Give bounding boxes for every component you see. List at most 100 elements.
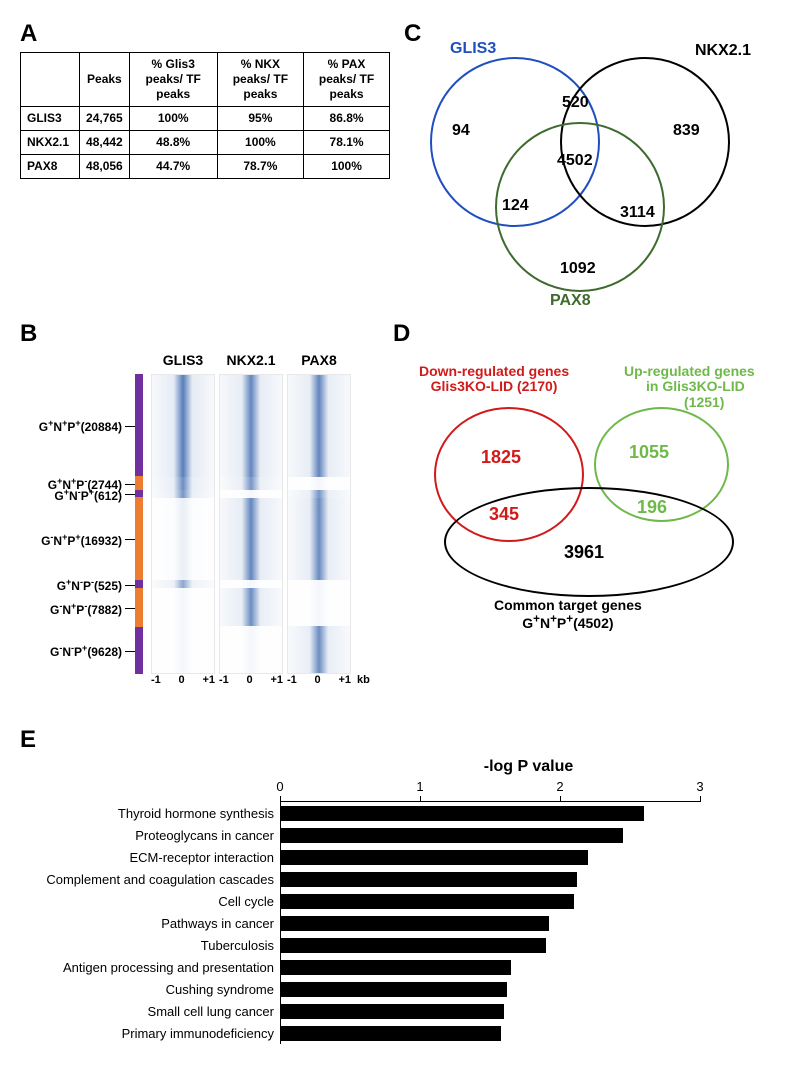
venn-num-g: 94 <box>452 122 470 140</box>
heat-cell <box>152 498 214 580</box>
panel-b-label: B <box>20 320 379 348</box>
cell-tf: GLIS3 <box>21 107 80 131</box>
cell-pp: 78.1% <box>304 131 390 155</box>
chart-e-bar <box>280 872 577 887</box>
x-unit: kb <box>357 674 377 686</box>
chart-e-bar-row <box>280 1000 700 1022</box>
chart-e-ylabel: Pathways in cancer <box>161 912 274 934</box>
venn-num-p: 1092 <box>560 260 596 278</box>
heat-cell <box>220 626 282 673</box>
heat-cell <box>152 375 214 477</box>
chart-e-bar <box>280 916 549 931</box>
chart-e-ylabel: Cushing syndrome <box>166 978 274 1000</box>
table-a: Peaks % Glis3 peaks/ TF peaks % NKX peak… <box>20 52 390 179</box>
heat-row-label: G-N-P+(9628) <box>20 643 135 659</box>
venn-label-glis3: GLIS3 <box>450 40 496 58</box>
chart-e-bar-row <box>280 802 700 824</box>
chart-e-bar-row <box>280 1022 700 1044</box>
sidebar-seg <box>135 497 143 580</box>
chart-e-ylabel: ECM-receptor interaction <box>130 846 275 868</box>
down-line2: Glis3KO-LID (2170) <box>431 378 558 394</box>
chart-e-bar-row <box>280 912 700 934</box>
row-b-d: B GLIS3 NKX2.1 PAX8 G+N+P+(20884)G+N+P-(… <box>20 320 777 686</box>
heat-col-h1: NKX2.1 <box>219 352 283 368</box>
heat-cell <box>220 588 282 626</box>
cell-pn: 100% <box>217 131 303 155</box>
panel-e: E -log P value 0123 Thyroid hormone synt… <box>20 726 777 1044</box>
table-a-h3: % NKX peaks/ TF peaks <box>217 53 303 107</box>
table-row: NKX2.1 48,442 48.8% 100% 78.1% <box>21 131 390 155</box>
chart-e-bar <box>280 828 623 843</box>
heatmap-columns <box>149 374 353 674</box>
sidebar-seg <box>135 580 143 588</box>
heat-cell <box>288 588 350 626</box>
panel-b: B GLIS3 NKX2.1 PAX8 G+N+P+(20884)G+N+P-(… <box>20 320 379 686</box>
xtick: 0 <box>315 674 321 686</box>
sidebar-seg <box>135 476 143 489</box>
heat-cell <box>288 626 350 673</box>
common-line1: Common target genes <box>494 597 642 613</box>
heat-row-label: G+N-P+(612) <box>20 487 135 503</box>
heat-cell <box>220 580 282 588</box>
vd-down-only: 1825 <box>481 447 521 468</box>
table-a-h0 <box>21 53 80 107</box>
table-row: PAX8 48,056 44.7% 78.7% 100% <box>21 155 390 179</box>
chart-e-bar <box>280 982 507 997</box>
table-a-h2: % Glis3 peaks/ TF peaks <box>129 53 217 107</box>
panel-d: D Down-regulated genes Glis3KO-LID (2170… <box>399 320 789 686</box>
cell-pn: 78.7% <box>217 155 303 179</box>
heat-row-label: G+N-P-(525) <box>20 577 135 593</box>
chart-e-ylabel: Complement and coagulation cascades <box>46 868 274 890</box>
cell-pn: 95% <box>217 107 303 131</box>
chart-e-ylabel: Small cell lung cancer <box>148 1000 274 1022</box>
chart-e-title: -log P value <box>280 758 777 776</box>
chart-e-bar <box>280 960 511 975</box>
heat-row-label: G-N+P-(7882) <box>20 601 135 617</box>
cell-pg: 100% <box>129 107 217 131</box>
table-a-h4: % PAX peaks/ TF peaks <box>304 53 390 107</box>
chart-e-bar-row <box>280 934 700 956</box>
heat-cell <box>152 588 214 626</box>
sidebar-seg <box>135 374 143 476</box>
heat-row-label: G+N+P+(20884) <box>20 418 135 434</box>
heat-cell <box>220 375 282 477</box>
chart-e-ylabel: Thyroid hormone synthesis <box>118 802 274 824</box>
heat-cell <box>288 477 350 490</box>
vd-down-common: 345 <box>489 504 519 525</box>
down-line1: Down-regulated genes <box>419 363 569 379</box>
venn-c: GLIS3 NKX2.1 PAX8 94 839 1092 520 124 31… <box>410 52 770 302</box>
chart-e-ylabel: Antigen processing and presentation <box>63 956 274 978</box>
chart-e-bar-row <box>280 868 700 890</box>
heatmap-row-labels: G+N+P+(20884)G+N+P-(2744)G+N-P+(612)G-N+… <box>20 374 135 674</box>
chart-e-bar-row <box>280 978 700 1000</box>
chart-e-bar <box>280 850 588 865</box>
chart-e-ylabel: Cell cycle <box>218 890 274 912</box>
sidebar-seg <box>135 588 143 627</box>
heat-col-h0: GLIS3 <box>151 352 215 368</box>
up-line2: in Glis3KO-LID <box>624 378 745 394</box>
heat-column <box>151 374 215 674</box>
chart-e-bar <box>280 1004 504 1019</box>
chart-e-bar-row <box>280 824 700 846</box>
panel-e-label: E <box>20 726 777 754</box>
up-line1: Up-regulated genes <box>624 363 755 379</box>
venn-num-all: 4502 <box>557 152 593 170</box>
heat-row-label: G-N+P+(16932) <box>20 532 135 548</box>
table-a-h1: Peaks <box>80 53 130 107</box>
vd-common-only: 3961 <box>564 542 604 563</box>
venn-label-nkx: NKX2.1 <box>695 42 751 60</box>
venn-num-gn: 520 <box>562 94 589 112</box>
heat-column <box>287 374 351 674</box>
cell-tf: PAX8 <box>21 155 80 179</box>
venn-label-pax: PAX8 <box>550 292 591 310</box>
venn-d-down-label: Down-regulated genes Glis3KO-LID (2170) <box>419 364 569 395</box>
chart-e: 0123 <box>20 778 777 802</box>
heat-cell <box>152 490 214 498</box>
vd-up-only: 1055 <box>629 442 669 463</box>
heat-cell <box>220 477 282 490</box>
heat-cell <box>152 477 214 490</box>
cell-pg: 48.8% <box>129 131 217 155</box>
xtick: +1 <box>202 674 215 686</box>
heatmap-x-axis: -10+1 -10+1 -10+1 kb <box>149 674 379 686</box>
venn-d-up-label: Up-regulated genes in Glis3KO-LID (1251) <box>624 364 755 410</box>
